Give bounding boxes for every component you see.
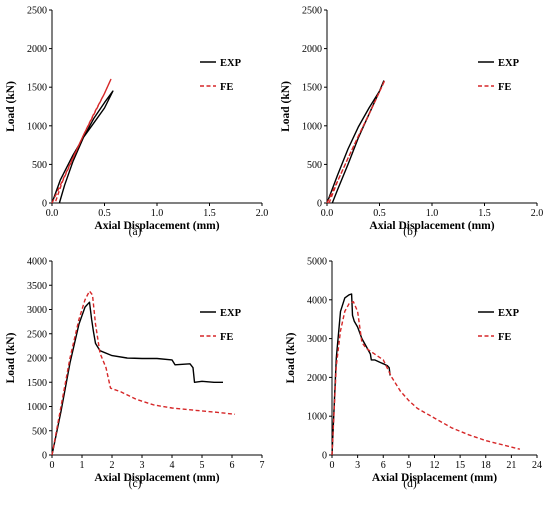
x-tick-label: 2.0	[256, 208, 269, 219]
x-axis-title: Axial Displacement (mm)	[94, 472, 219, 484]
y-tick-label: 1500	[27, 378, 47, 389]
x-tick-label: 24	[532, 460, 542, 471]
x-tick-label: 1.5	[203, 208, 216, 219]
x-tick-label: 0.0	[321, 208, 334, 219]
y-tick-label: 0	[317, 199, 322, 210]
y-tick-label: 0	[322, 451, 327, 462]
y-tick-label: 0	[42, 451, 47, 462]
y-axis-title: Load (kN)	[5, 332, 17, 383]
y-tick-label: 1500	[27, 83, 47, 94]
x-tick-label: 1	[80, 460, 85, 471]
y-tick-label: 500	[32, 160, 47, 171]
x-tick-label: 6	[381, 460, 386, 471]
y-tick-label: 2000	[27, 44, 47, 55]
y-tick-label: 1500	[302, 83, 322, 94]
legend-label-fe: FE	[498, 332, 511, 343]
y-tick-label: 500	[307, 160, 322, 171]
y-axis-title: Load (kN)	[5, 81, 17, 132]
y-tick-label: 2500	[302, 6, 322, 17]
y-tick-label: 0	[42, 199, 47, 210]
x-tick-label: 12	[430, 460, 440, 471]
x-axis-title: Axial Displacement (mm)	[94, 220, 219, 232]
series-line-fe	[51, 78, 112, 204]
legend-label-exp: EXP	[498, 58, 520, 69]
legend-label-exp: EXP	[498, 308, 520, 319]
x-tick-label: 0	[50, 460, 55, 471]
y-tick-label: 2500	[27, 329, 47, 340]
panel-label: (c)	[129, 478, 142, 490]
y-tick-label: 1000	[302, 121, 322, 132]
x-tick-label: 21	[506, 460, 516, 471]
y-tick-label: 1000	[27, 402, 47, 413]
series-line-exp	[51, 301, 223, 456]
series-line-fe	[326, 79, 386, 204]
panel-label: (b)	[403, 226, 417, 238]
x-tick-label: 6	[230, 460, 235, 471]
series-line-fe	[331, 301, 521, 456]
y-tick-label: 2500	[27, 6, 47, 17]
x-tick-label: 3	[355, 460, 360, 471]
x-tick-label: 1.5	[478, 208, 491, 219]
x-tick-label: 15	[455, 460, 465, 471]
y-tick-label: 2000	[302, 44, 322, 55]
series-line-fe	[51, 290, 236, 456]
y-tick-label: 1000	[27, 121, 47, 132]
panel-d: 0 1000 2000 3000 4000 5000 0 3 6 9 12 15 18 21 24 Axial…	[285, 257, 542, 491]
y-tick-label: 3000	[27, 305, 47, 316]
panel-a: 0 500 1000 1500 2000 2500 0.0 0.5 1.0 1.5 2.0 Axial…	[5, 6, 268, 239]
y-tick-label: 1000	[307, 412, 327, 423]
panel-b: 0 500 1000 1500 2000 2500 0.0 0.5 1.0 1.5 2.0 Axial…	[280, 6, 543, 239]
x-tick-label: 9	[406, 460, 411, 471]
y-axis-title: Load (kN)	[285, 332, 297, 383]
panel-label: (a)	[129, 226, 142, 238]
y-axis-title: Load (kN)	[280, 81, 292, 132]
legend-label-fe: FE	[220, 82, 233, 93]
legend-label-fe: FE	[498, 82, 511, 93]
x-tick-label: 4	[170, 460, 175, 471]
x-tick-label: 0.5	[373, 208, 386, 219]
x-axis-title: Axial Displacement (mm)	[372, 472, 497, 484]
panel-label: (d)	[403, 478, 417, 490]
x-tick-label: 18	[481, 460, 491, 471]
x-tick-label: 2	[110, 460, 115, 471]
y-tick-label: 3500	[27, 281, 47, 292]
x-tick-label: 2.0	[531, 208, 544, 219]
y-tick-label: 3000	[307, 334, 327, 345]
x-tick-label: 3	[140, 460, 145, 471]
series-line-exp	[51, 90, 114, 204]
x-axis-title: Axial Displacement (mm)	[369, 220, 494, 232]
series-line-exp	[331, 293, 391, 456]
series-line-exp	[326, 80, 385, 204]
y-tick-label: 5000	[307, 257, 327, 268]
x-tick-label: 1.0	[426, 208, 439, 219]
x-tick-label: 0	[330, 460, 335, 471]
legend-label-exp: EXP	[220, 58, 242, 69]
x-tick-label: 0.5	[98, 208, 111, 219]
y-tick-label: 500	[32, 426, 47, 437]
y-tick-label: 2000	[307, 373, 327, 384]
legend-label-fe: FE	[220, 332, 233, 343]
y-tick-label: 4000	[307, 295, 327, 306]
y-tick-label: 4000	[27, 257, 47, 268]
panel-c: 0 500 1000 1500 2000 2500 3000 3500 4000 0 1 2 3 4 5 6 7…	[5, 257, 265, 491]
x-tick-label: 7	[260, 460, 265, 471]
x-tick-label: 0.0	[46, 208, 59, 219]
x-tick-label: 1.0	[151, 208, 164, 219]
x-tick-label: 5	[200, 460, 205, 471]
y-tick-label: 2000	[27, 354, 47, 365]
legend-label-exp: EXP	[220, 308, 242, 319]
